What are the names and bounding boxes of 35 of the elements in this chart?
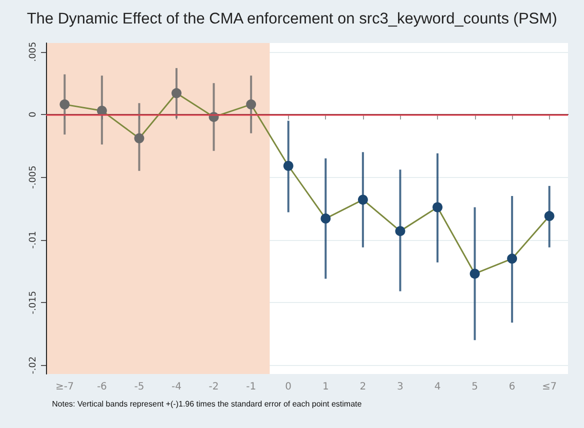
chart-title: The Dynamic Effect of the CMA enforcement on src3_keyword_counts (PSM) [26, 10, 558, 28]
y-tick-label: .005 [28, 42, 38, 62]
point [134, 133, 144, 144]
x-tick-label: 5 [472, 382, 478, 392]
y-tick-label: -.01 [28, 231, 38, 249]
point [283, 160, 294, 171]
y-tick-label: 0 [28, 111, 38, 118]
point [358, 194, 368, 205]
x-tick-label: -4 [172, 382, 182, 392]
x-tick-label: 4 [434, 382, 441, 392]
x-tick-label: 1 [322, 382, 329, 392]
point [544, 211, 554, 222]
point [507, 254, 518, 264]
y-tick-label: -.005 [28, 166, 38, 189]
x-tick-label: -5 [134, 382, 144, 392]
x-tick-label: ≥-7 [55, 382, 74, 392]
point [432, 202, 442, 212]
point [320, 214, 331, 224]
x-tick-label: 3 [397, 382, 404, 392]
point [96, 106, 107, 116]
x-tick-label: -6 [96, 382, 107, 392]
x-tick-label: ≤7 [542, 382, 557, 392]
y-tick-label: -.015 [28, 290, 38, 314]
point [60, 99, 70, 110]
x-tick-label: -1 [246, 382, 256, 392]
x-tick-label: -2 [208, 382, 219, 392]
x-tick-label: 6 [508, 382, 516, 392]
y-tick-label: -.02 [28, 356, 38, 374]
point [395, 226, 406, 236]
x-tick-label: 0 [285, 382, 292, 392]
point [470, 268, 480, 279]
point [246, 99, 256, 110]
point [172, 88, 182, 98]
text: Notes: Vertical bands represent +(-)1.96 times the standard error of each point estimate [52, 400, 362, 408]
x-tick-label: 2 [360, 382, 366, 392]
